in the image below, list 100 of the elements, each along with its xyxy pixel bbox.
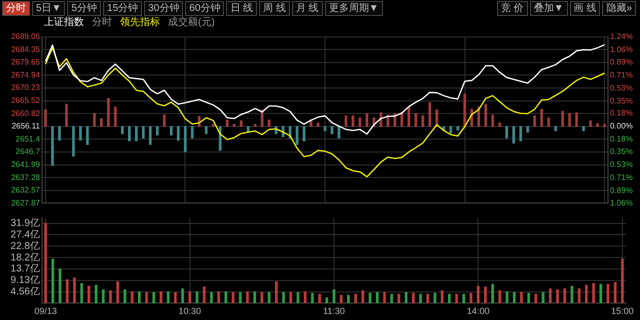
bar (419, 294, 422, 304)
text: 隐藏» (602, 1, 636, 16)
bar (51, 126, 54, 166)
bar (176, 126, 180, 141)
y-tick-label: 2651.4 (16, 134, 41, 144)
bar (512, 292, 516, 304)
bar (596, 123, 599, 127)
text: 日 线 (226, 1, 258, 16)
bar (73, 278, 76, 304)
bar (599, 284, 602, 304)
text: 更多周期▼ (324, 1, 383, 16)
bar (589, 120, 592, 127)
bar (540, 108, 543, 127)
series-label: 上证指数 (44, 17, 84, 29)
bar (462, 294, 466, 304)
y-tick-label: 2684.35 (11, 44, 41, 54)
bar (166, 291, 170, 304)
bar (614, 282, 617, 304)
bar (65, 104, 68, 127)
bar (224, 291, 228, 304)
bar (156, 126, 159, 136)
y2-tick-label: 0.35% (610, 147, 633, 156)
bar (428, 102, 432, 127)
bar (240, 120, 242, 127)
chart-subtitle: 分时 (92, 17, 112, 29)
bar (362, 290, 364, 304)
bar (556, 289, 559, 304)
y-tick-label: 2656.11 (12, 122, 41, 131)
bar (344, 115, 348, 127)
bar (324, 126, 326, 132)
bar (547, 118, 550, 127)
bar (563, 288, 566, 304)
bar (174, 292, 177, 304)
bar (58, 268, 62, 304)
y-tick-label: 4.56亿 (10, 286, 40, 298)
y2-tick-label: 0.18% (610, 108, 633, 118)
bar (368, 292, 372, 304)
bar (568, 113, 571, 127)
bar (561, 110, 564, 127)
bar (398, 294, 400, 304)
y-tick-label: 31.9亿 (10, 218, 40, 230)
bar (376, 292, 379, 304)
bar (585, 284, 588, 304)
bar (162, 114, 166, 127)
bar (404, 292, 408, 304)
bar (260, 292, 264, 304)
bar (421, 115, 424, 127)
text: 周 线 (259, 1, 290, 16)
bar (520, 292, 523, 304)
bar (121, 126, 124, 134)
bar (534, 294, 538, 304)
bar (519, 126, 522, 142)
bar (383, 292, 386, 304)
bar (296, 292, 300, 304)
bar (340, 294, 343, 304)
y-tick-label: 2660.82 (11, 108, 41, 118)
text: 竞 价 (496, 1, 528, 16)
text: 叠加▼ (530, 1, 568, 16)
bar (254, 124, 256, 127)
y-tick-label: 2679.65 (11, 58, 41, 67)
bar (414, 113, 418, 127)
bar (44, 222, 47, 304)
bar (296, 126, 298, 145)
y2-tick-label: 0.00% (610, 122, 633, 131)
bar (311, 292, 314, 304)
y-tick-label: 9.13亿 (10, 275, 40, 286)
y2-tick-label: 0.71% (610, 70, 633, 80)
bar (44, 110, 47, 127)
bar (484, 104, 488, 127)
bar (88, 286, 90, 304)
x-tick-label: 11:30 (323, 306, 345, 316)
text: 30分钟 (144, 1, 184, 16)
y2-tick-label: 0.71% (610, 173, 633, 182)
y2-tick-label: 0.89% (610, 186, 633, 196)
text: 5分钟 (67, 1, 102, 16)
bar (449, 126, 452, 134)
bar (592, 283, 595, 304)
y-tick-label: 2670.23 (11, 83, 41, 92)
y-tick-label: 2641.99 (11, 160, 41, 169)
bar (498, 290, 502, 304)
bar (606, 284, 610, 304)
x-tick-label: 10:30 (178, 306, 202, 316)
bar (366, 113, 368, 127)
bar (142, 126, 145, 138)
bar (533, 115, 536, 127)
bar (289, 292, 292, 304)
bar (128, 126, 131, 142)
bar (358, 118, 362, 127)
bar (476, 286, 480, 304)
y-tick-label: 2632.57 (11, 186, 41, 195)
bar (190, 126, 194, 138)
bar (170, 126, 173, 136)
bar (412, 292, 415, 304)
bar (124, 289, 126, 304)
x-tick-label: 15:00 (611, 306, 634, 316)
bar (246, 291, 249, 304)
bar (80, 283, 83, 304)
bar (330, 126, 334, 134)
bar (196, 291, 198, 304)
bar (506, 291, 508, 304)
